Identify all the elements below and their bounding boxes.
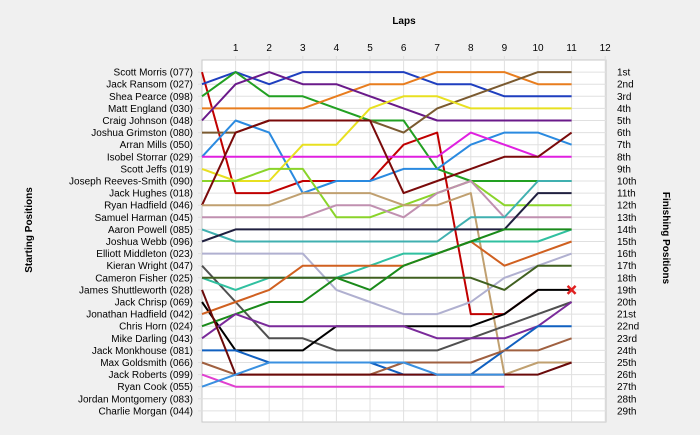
x-axis-title: Laps (392, 16, 416, 27)
starting-driver-label: Mike Darling (043) (111, 334, 193, 345)
finishing-position-label: 10th (617, 177, 636, 188)
starting-driver-label: Chris Horn (024) (119, 322, 193, 333)
lap-tick-label: 3 (300, 43, 306, 54)
lap-tick-label: 9 (502, 43, 508, 54)
starting-driver-label: Shea Pearce (098) (109, 92, 193, 103)
marker-layer (566, 285, 577, 295)
starting-driver-label: Joseph Reeves-Smith (090) (69, 177, 193, 188)
finishing-position-label: 3rd (617, 92, 631, 103)
starting-driver-label: Joshua Webb (096) (106, 237, 193, 248)
series-line (201, 373, 505, 388)
series-line (201, 119, 573, 206)
starting-driver-label: Jack Monkhouse (081) (92, 346, 193, 357)
finishing-position-label: 23rd (617, 334, 637, 345)
finishing-position-label: 14th (617, 225, 636, 236)
finishing-position-label: 28th (617, 394, 636, 405)
series-line (201, 192, 572, 243)
lap-tick-label: 5 (367, 43, 373, 54)
series-line (202, 180, 572, 219)
finishing-position-label: 24th (617, 346, 636, 357)
finishing-position-label: 25th (617, 358, 636, 369)
series-line (202, 252, 572, 316)
starting-driver-label: Jordan Montgomery (083) (78, 394, 193, 405)
series-line (201, 95, 572, 182)
series-line (201, 119, 572, 195)
starting-driver-label: Ryan Cook (055) (117, 382, 193, 393)
series-line (201, 265, 572, 352)
finishing-position-label: 11th (617, 189, 636, 200)
series-layer (201, 71, 573, 388)
starting-driver-label: Jack Ransom (027) (106, 80, 193, 91)
retirement-marker (566, 285, 577, 295)
finishing-position-label: 20th (617, 298, 636, 309)
lap-tick-labels: 1 2 3 4 5 6 7 8 9 10 11 12 (233, 43, 611, 54)
finishing-position-label: 29th (617, 406, 636, 417)
finishing-position-label: 8th (617, 152, 631, 163)
finishing-position-labels: 1st2nd3rd4th5th6th7th8th9th10th11th12th1… (617, 68, 639, 418)
finishing-position-label: 6th (617, 128, 631, 139)
finishing-position-label: 7th (617, 140, 631, 151)
left-axis-title: Starting Positions (24, 187, 35, 273)
finishing-position-label: 21st (617, 310, 636, 321)
series-line (201, 301, 573, 340)
lap-tick-label: 2 (266, 43, 272, 54)
starting-driver-label: Craig Johnson (048) (102, 116, 193, 127)
starting-driver-label: Arran Mills (050) (120, 140, 193, 151)
finishing-position-label: 12th (617, 201, 636, 212)
starting-driver-label: Scott Morris (077) (114, 68, 193, 79)
lap-tick-label: 8 (468, 43, 474, 54)
lap-tick-label: 6 (401, 43, 407, 54)
finishing-position-label: 17th (617, 261, 636, 272)
lap-tick-label: 1 (233, 43, 239, 54)
lap-tick-label: 7 (434, 43, 440, 54)
finishing-position-label: 2nd (617, 80, 634, 91)
finishing-position-label: 13th (617, 213, 636, 224)
right-axis-title: Finishing Positions (660, 192, 671, 285)
series-line (201, 289, 572, 376)
starting-driver-label: Joshua Grimston (080) (91, 128, 193, 139)
starting-driver-label: Jack Hughes (018) (109, 189, 193, 200)
finishing-position-label: 9th (617, 164, 631, 175)
starting-driver-label: Kieran Wright (047) (106, 261, 193, 272)
starting-driver-label: Jack Chrisp (069) (115, 298, 193, 309)
series-line (202, 192, 572, 376)
series-line (202, 71, 572, 110)
series-line (201, 240, 572, 316)
starting-driver-label: Charlie Morgan (044) (99, 406, 194, 417)
series-line (201, 180, 572, 243)
finishing-position-label: 22nd (617, 322, 639, 333)
starting-driver-label: Scott Jeffs (019) (120, 164, 193, 175)
finishing-position-label: 15th (617, 237, 636, 248)
finishing-position-label: 19th (617, 285, 636, 296)
starting-driver-label: Isobel Storrar (029) (107, 152, 193, 163)
finishing-position-label: 1st (617, 68, 631, 79)
starting-position-labels: Scott Morris (077)Jack Ransom (027)Shea … (69, 68, 193, 418)
starting-driver-label: Matt England (030) (108, 104, 193, 115)
finishing-position-label: 5th (617, 116, 631, 127)
starting-driver-label: Jack Roberts (099) (109, 370, 193, 381)
starting-driver-label: Elliott Middleton (023) (96, 249, 193, 260)
finishing-position-label: 16th (617, 249, 636, 260)
starting-driver-label: Cameron Fisher (025) (95, 273, 193, 284)
series-line (201, 228, 572, 291)
finishing-position-label: 26th (617, 370, 636, 381)
lap-tick-label: 10 (532, 43, 544, 54)
finishing-position-label: 27th (617, 382, 636, 393)
series-line (201, 71, 572, 182)
series-line (201, 71, 572, 98)
lap-tick-label: 11 (566, 43, 577, 54)
starting-driver-label: Max Goldsmith (066) (100, 358, 193, 369)
starting-driver-label: Samuel Harman (045) (95, 213, 193, 224)
series-line (201, 361, 505, 388)
starting-driver-label: James Shuttleworth (028) (79, 285, 193, 296)
starting-driver-label: Jonathan Hadfield (042) (86, 310, 193, 321)
starting-driver-label: Ryan Hadfield (046) (104, 201, 193, 212)
series-line (201, 228, 572, 328)
finishing-position-label: 4th (617, 104, 631, 115)
lap-tick-label: 12 (600, 43, 612, 54)
finishing-position-label: 18th (617, 273, 636, 284)
lap-tick-label: 4 (334, 43, 340, 54)
starting-driver-label: Aaron Powell (085) (108, 225, 193, 236)
